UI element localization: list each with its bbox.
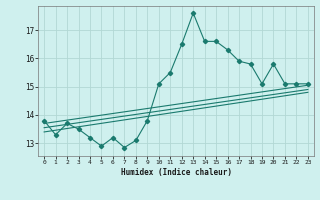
X-axis label: Humidex (Indice chaleur): Humidex (Indice chaleur) [121,168,231,177]
